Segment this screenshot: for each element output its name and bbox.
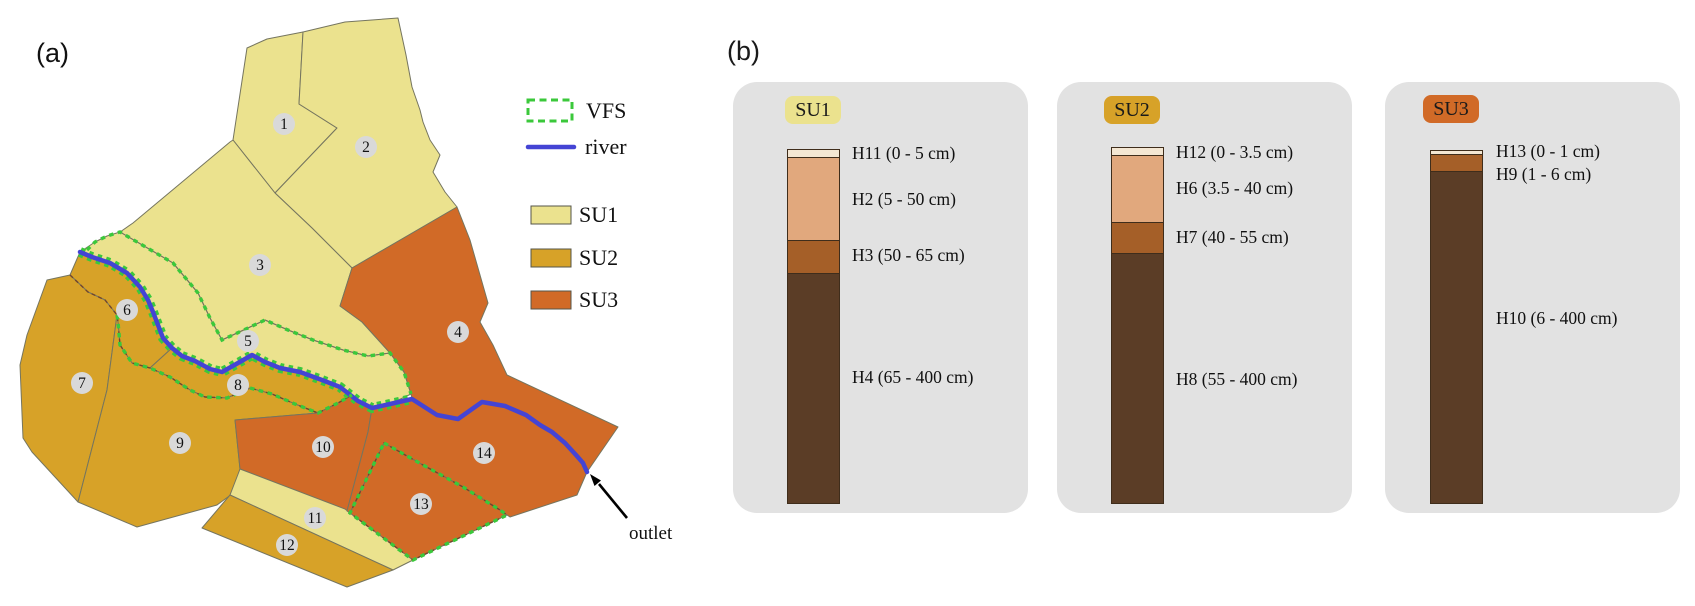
region-badge-label: 6 [123,302,131,319]
region-badge-5: 5 [237,330,259,352]
horizon-label-h3: H3 (50 - 65 cm) [852,245,965,265]
soil-layer-h4 [788,274,839,503]
region-badge-label: 9 [176,435,184,452]
legend-vfs-label: VFS [586,98,626,123]
su2-badge: SU2 [1104,96,1160,124]
outlet-arrow-head [590,474,601,486]
region-badge-4: 4 [447,321,469,343]
horizon-label-h8: H8 (55 - 400 cm) [1176,369,1298,389]
region-badge-label: 2 [362,139,370,156]
soil-profile-card-su2 [1057,82,1352,513]
legend-river-label: river [585,134,627,159]
region-badge-label: 7 [78,375,86,392]
legend-su1-label: SU1 [579,202,618,227]
map-region-7 [19,274,118,503]
map-regions [19,17,619,588]
region-badge-label: 8 [234,377,242,394]
su3-badge: SU3 [1423,95,1479,123]
legend-su3-swatch [530,290,572,310]
panel-b-label: (b) [727,36,760,66]
panel-a-label: (a) [36,38,69,68]
region-badge-1: 1 [273,113,295,135]
legend-su3-label: SU3 [579,287,618,312]
region-badge-10: 10 [312,436,334,458]
horizon-label-h6: H6 (3.5 - 40 cm) [1176,178,1294,198]
soil-column-su2 [1111,147,1164,504]
outlet-arrow-shaft [597,483,629,519]
horizon-label-h9: H9 (1 - 6 cm) [1496,164,1592,184]
legend-vfs-swatch [526,98,574,123]
horizon-label-h13: H13 (0 - 1 cm) [1496,141,1601,161]
outlet-annotation: outlet [590,474,673,544]
su3-badge-label: SU3 [1433,97,1469,120]
region-badge-label: 3 [256,257,264,274]
su1-badge: SU1 [785,96,841,124]
soil-layer-h11 [788,150,839,158]
horizon-label-h11: H11 (0 - 5 cm) [852,143,956,163]
horizon-label-h10: H10 (6 - 400 cm) [1496,308,1618,328]
outlet-label: outlet [629,523,673,544]
map-region-12 [201,494,394,588]
region-badge-11: 11 [304,507,326,529]
su2-badge-label: SU2 [1114,98,1150,121]
vfs-strip-region13 [347,440,511,562]
region-badge-label: 10 [315,439,331,456]
region-badge-label: 4 [454,324,462,341]
soil-layer-h12 [1112,148,1163,156]
legend-su2-swatch [530,248,572,268]
region-badge-7: 7 [71,372,93,394]
soil-layer-h3 [788,241,839,274]
region-badge-label: 5 [244,333,252,350]
region-badge-label: 1 [280,116,288,133]
region-badge-8: 8 [227,374,249,396]
soil-layer-h10 [1431,172,1482,503]
horizon-label-h4: H4 (65 - 400 cm) [852,367,974,387]
soil-column-su3 [1430,150,1483,504]
region-badge-12: 12 [276,534,298,556]
soil-layer-h7 [1112,223,1163,254]
soil-column-su1 [787,149,840,504]
vfs-strip-south [115,314,353,415]
region-badge-label: 11 [308,510,323,527]
map-legend: VFS river SU1 SU2 SU3 [525,98,627,312]
region-badge-6: 6 [116,299,138,321]
catchment-map: 1 2 3 4 5 6 7 8 9 10 11 12 13 14 VFS riv… [19,17,673,588]
vfs-strip-north [85,230,413,395]
legend-su1-swatch [530,205,572,225]
su1-badge-label: SU1 [795,98,831,121]
horizon-label-h2: H2 (5 - 50 cm) [852,189,957,209]
soil-layer-h2 [788,158,839,241]
soil-layer-h6 [1112,156,1163,223]
region-badges: 1 2 3 4 5 6 7 8 9 10 11 12 13 14 [71,113,495,556]
soil-profile-card-su1 [733,82,1028,513]
region-badge-13: 13 [410,493,432,515]
soil-layer-h13 [1431,151,1482,155]
horizon-label-h7: H7 (40 - 55 cm) [1176,227,1289,247]
horizon-label-h12: H12 (0 - 3.5 cm) [1176,142,1294,162]
region-badge-2: 2 [355,136,377,158]
region5-north-boundary [119,231,412,395]
region-badge-14: 14 [473,442,495,464]
region-badge-label: 14 [476,445,492,462]
vfs-strips [85,230,511,562]
river-line [77,249,590,475]
soil-layer-h9 [1431,155,1482,172]
region-badge-3: 3 [249,254,271,276]
region-badge-label: 12 [279,537,295,554]
soil-layer-h8 [1112,254,1163,503]
region-badge-label: 13 [413,496,429,513]
legend-su2-label: SU2 [579,245,618,270]
region-badge-9: 9 [169,432,191,454]
boundary-dash-region6-8-south [69,274,353,414]
